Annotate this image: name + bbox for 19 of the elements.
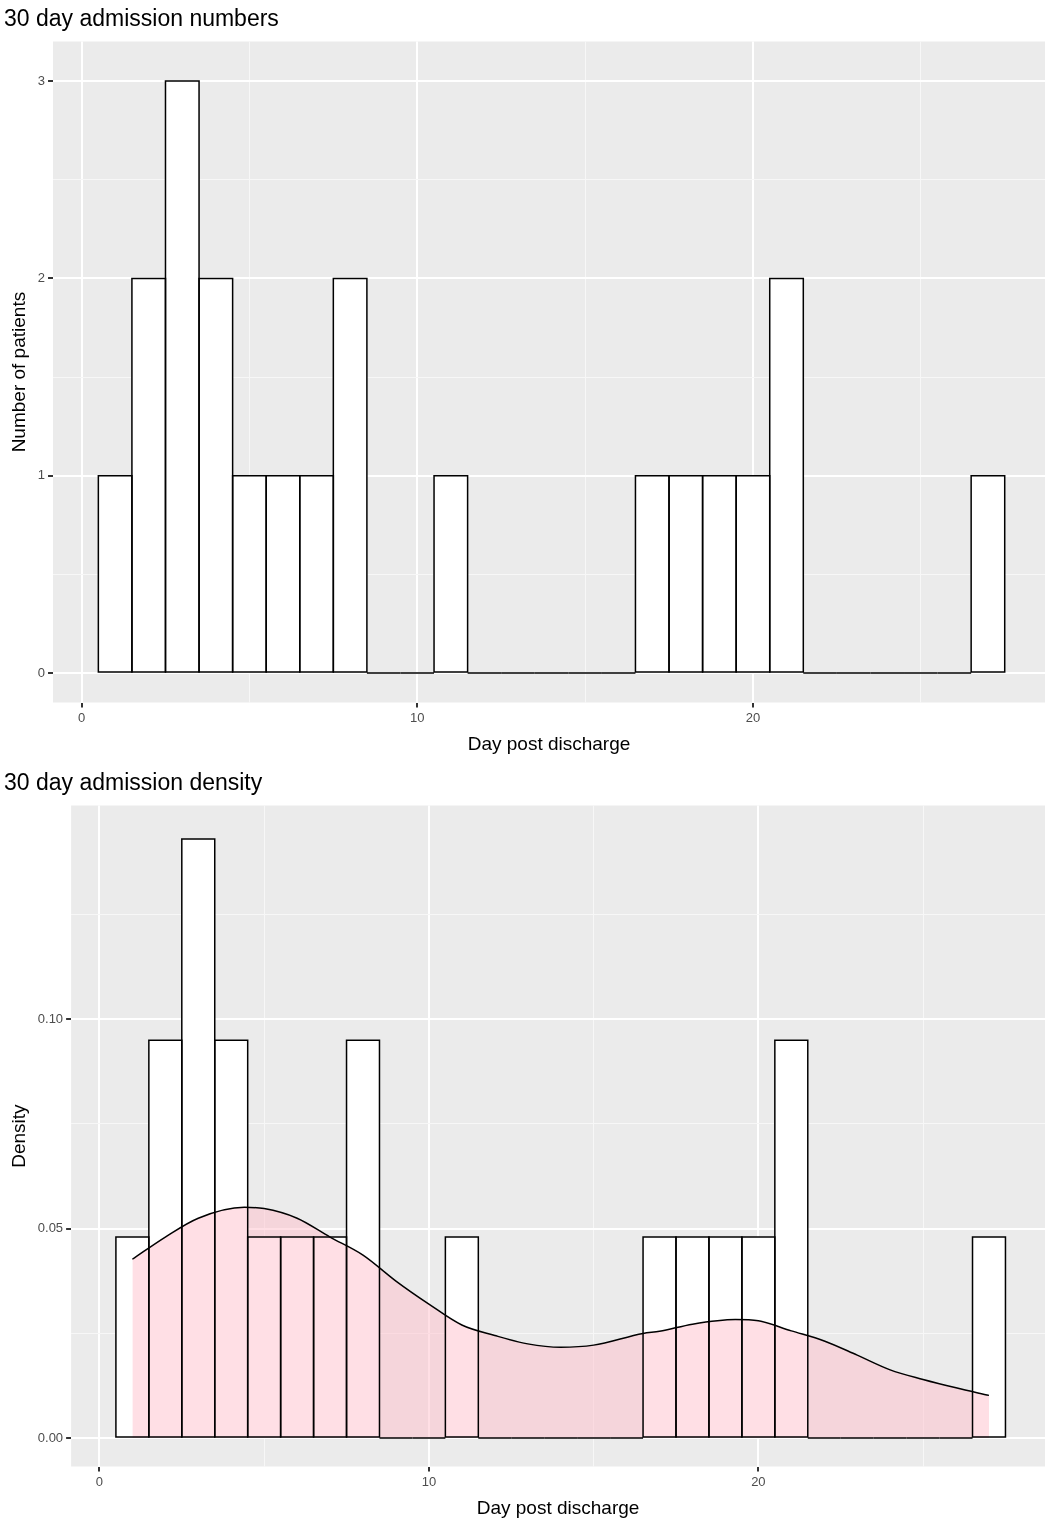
y-tick-label: 1: [37, 467, 46, 483]
x-tick-label: 20: [745, 709, 761, 725]
y-tick-label: 0.10: [37, 1010, 64, 1026]
y-tick-label: 0: [37, 664, 46, 680]
x-tick-label: 0: [95, 1473, 104, 1489]
y-tick-label: 3: [37, 72, 46, 88]
y-axis-title: Density: [7, 1103, 29, 1168]
x-axis-title: Day post discharge: [476, 1496, 640, 1518]
chart-title: 30 day admission numbers: [4, 5, 279, 32]
y-tick-label: 0.00: [37, 1429, 64, 1445]
y-tick-label: 2: [37, 269, 46, 285]
x-tick-label: 10: [421, 1473, 437, 1489]
x-tick-label: 0: [77, 709, 86, 725]
chart-title: 30 day admission density: [4, 769, 263, 796]
x-tick-label: 20: [751, 1473, 766, 1489]
y-tick-label: 0.05: [37, 1220, 64, 1236]
y-axis-title: Number of patients: [7, 291, 29, 453]
x-tick-label: 10: [410, 709, 425, 725]
x-axis-title: Day post discharge: [467, 732, 631, 754]
